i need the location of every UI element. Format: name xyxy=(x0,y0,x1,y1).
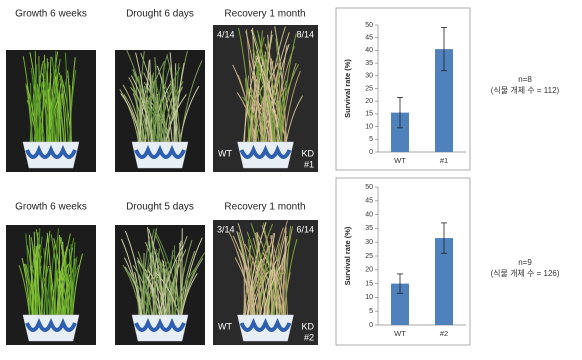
genotype-tag: #1 xyxy=(304,159,314,169)
y-tick-label: 15 xyxy=(365,280,373,287)
y-axis-label: Survival rate (%) xyxy=(343,226,352,285)
y-tick-label: 20 xyxy=(365,98,373,105)
y-tick-label: 0 xyxy=(369,149,373,156)
y-tick-label: 15 xyxy=(365,111,373,118)
y-tick-label: 40 xyxy=(365,47,373,54)
y-tick-label: 10 xyxy=(365,123,373,130)
y-tick-label: 30 xyxy=(365,239,373,246)
y-tick-label: 50 xyxy=(365,184,373,191)
y-tick-label: 40 xyxy=(365,211,373,218)
x-tick-label: #2 xyxy=(440,329,448,338)
x-tick-label: WT xyxy=(394,329,406,338)
x-tick-label: WT xyxy=(394,156,406,165)
annotation: (식물 개체 수 = 126) xyxy=(490,268,559,278)
y-tick-label: 35 xyxy=(365,60,373,67)
annotation: n=9 xyxy=(518,258,532,267)
genotype-tag: #2 xyxy=(304,332,314,342)
genotype-tag: KD xyxy=(301,148,314,158)
y-tick-label: 20 xyxy=(365,267,373,274)
survivor-count: 3/14 xyxy=(217,224,235,234)
survivor-count: 6/14 xyxy=(296,224,314,234)
photo-label: Drought 5 days xyxy=(126,202,194,213)
photo-label: Drought 6 days xyxy=(126,9,194,20)
x-tick-label: #1 xyxy=(440,156,448,165)
y-tick-label: 50 xyxy=(365,22,373,29)
photo-label: Recovery 1 month xyxy=(224,202,305,213)
y-axis-label: Survival rate (%) xyxy=(343,59,352,118)
photo-label: Growth 6 weeks xyxy=(15,202,87,213)
genotype-tag: WT xyxy=(218,148,232,158)
genotype-tag: KD xyxy=(301,321,314,331)
y-tick-label: 5 xyxy=(369,308,373,315)
y-tick-label: 45 xyxy=(365,198,373,205)
y-tick-label: 5 xyxy=(369,136,373,143)
photo-label: Recovery 1 month xyxy=(224,9,305,20)
survivor-count: 4/14 xyxy=(217,29,235,39)
survivor-count: 8/14 xyxy=(296,29,314,39)
annotation: n=8 xyxy=(518,75,532,84)
y-tick-label: 30 xyxy=(365,73,373,80)
y-tick-label: 45 xyxy=(365,35,373,42)
annotation: (식물 개체 수 = 112) xyxy=(491,85,560,95)
y-tick-label: 35 xyxy=(365,225,373,232)
y-tick-label: 10 xyxy=(365,294,373,301)
photo-label: Growth 6 weeks xyxy=(15,9,87,20)
genotype-tag: WT xyxy=(218,321,232,331)
y-tick-label: 25 xyxy=(365,85,373,92)
y-tick-label: 0 xyxy=(369,322,373,329)
y-tick-label: 25 xyxy=(365,253,373,260)
